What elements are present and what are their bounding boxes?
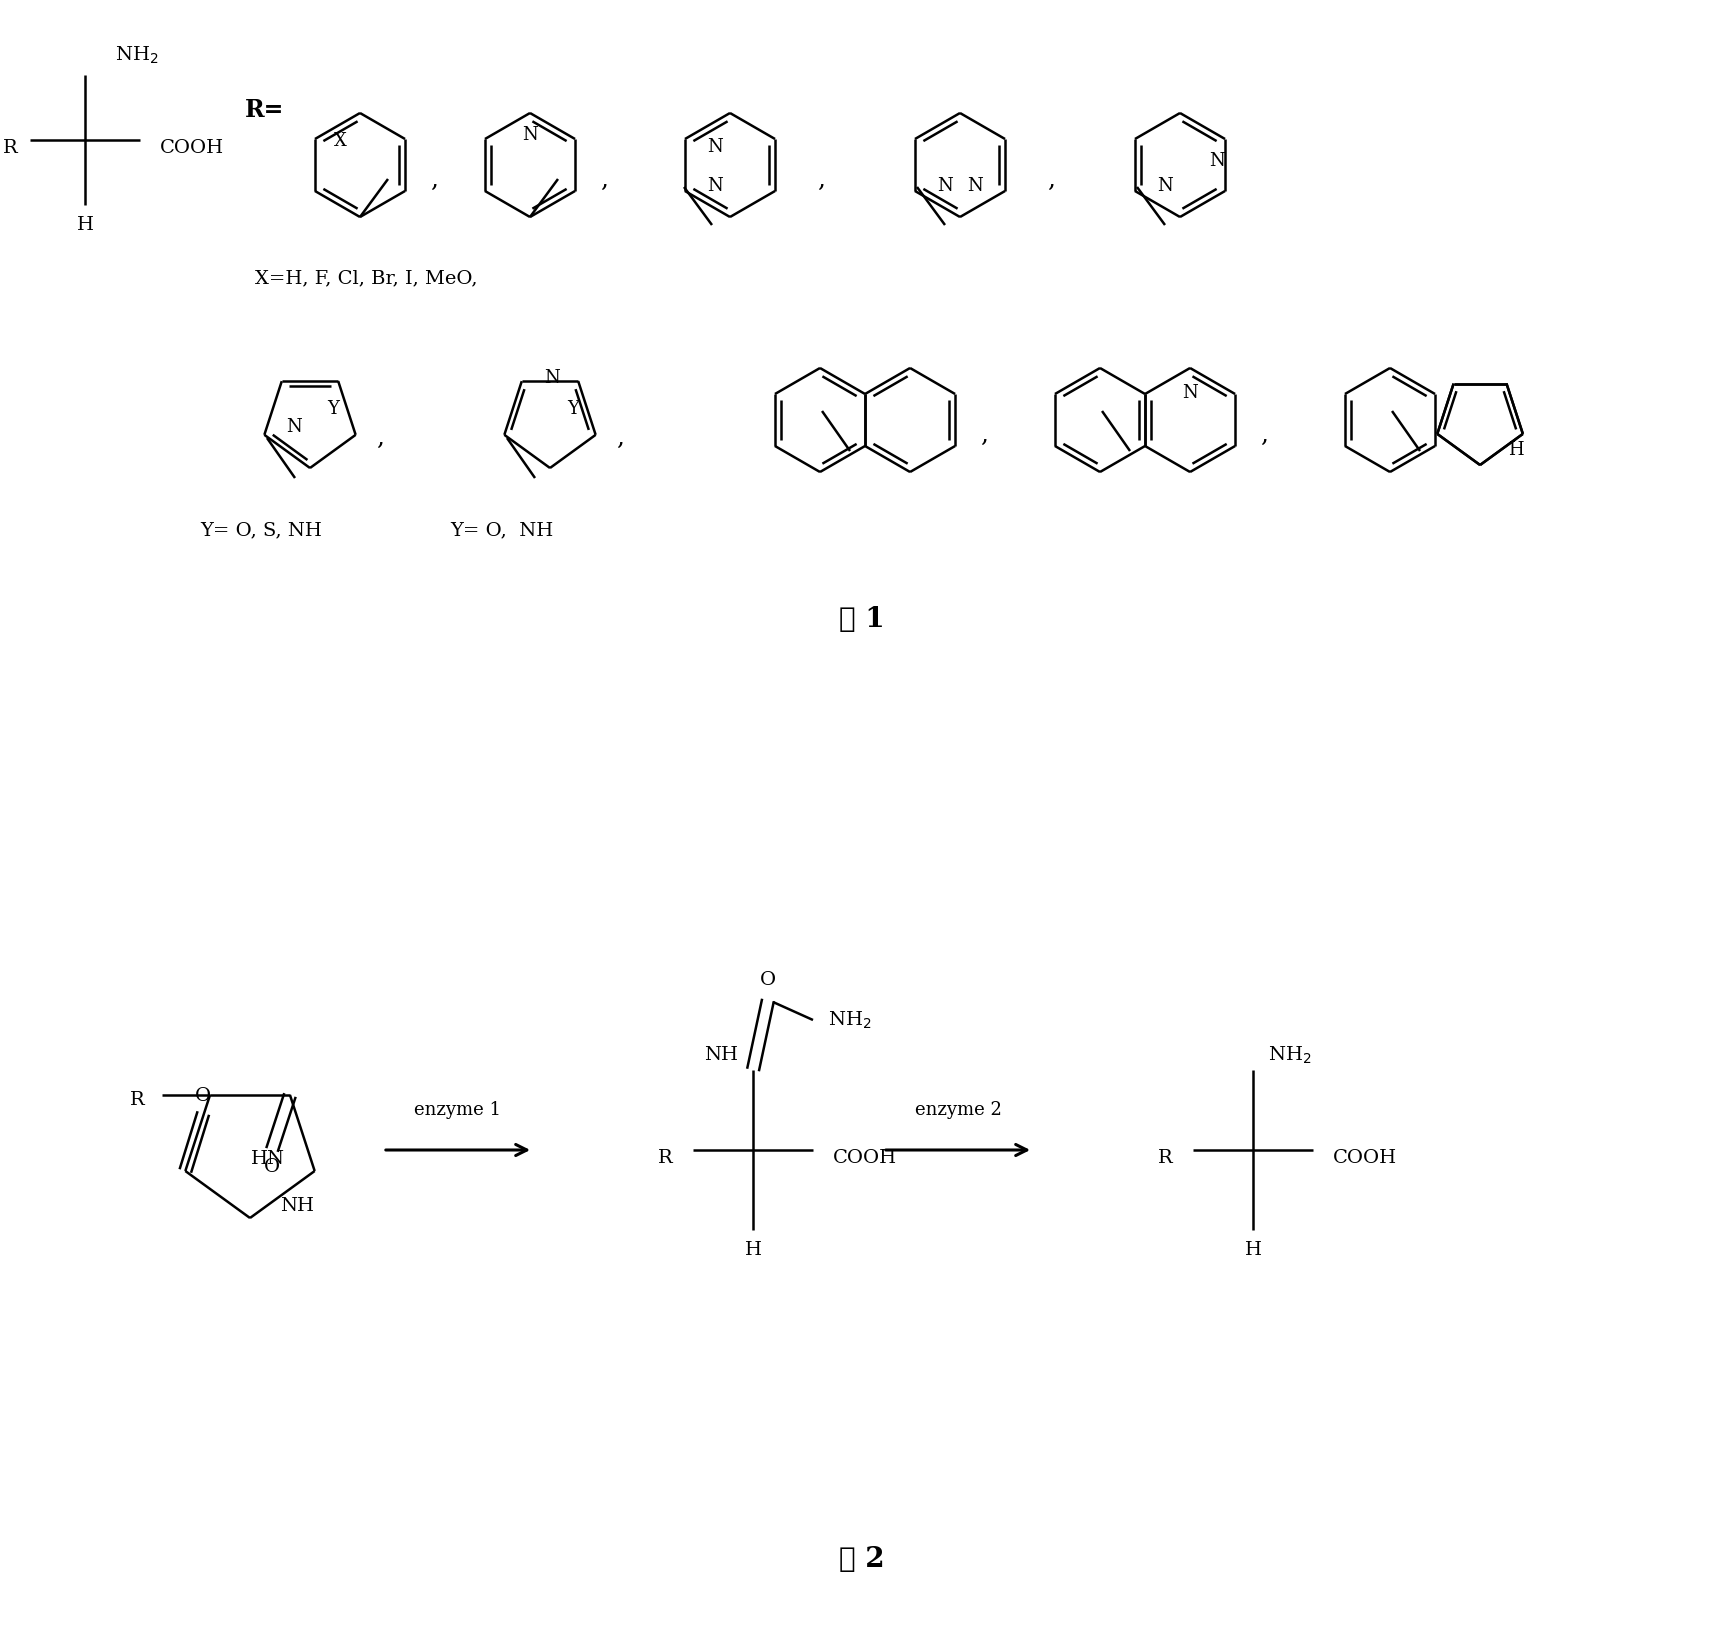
Text: R: R (1157, 1149, 1173, 1167)
Text: COOH: COOH (833, 1149, 897, 1167)
Text: R=: R= (245, 98, 285, 121)
Text: ,: , (616, 426, 624, 449)
Text: N: N (937, 177, 952, 195)
Text: Y= O,  NH: Y= O, NH (450, 521, 554, 539)
Text: R: R (131, 1092, 145, 1110)
Text: COOH: COOH (1333, 1149, 1397, 1167)
Text: ,: , (600, 169, 607, 192)
Text: O: O (761, 970, 776, 988)
Text: N: N (1157, 177, 1173, 195)
Text: 图 1: 图 1 (838, 606, 885, 634)
Text: R: R (3, 139, 17, 157)
Text: ,: , (1047, 169, 1056, 192)
Text: N: N (286, 418, 302, 436)
Text: COOH: COOH (160, 139, 224, 157)
Text: NH: NH (279, 1196, 314, 1214)
Text: N: N (968, 177, 983, 195)
Text: enzyme 1: enzyme 1 (414, 1101, 502, 1119)
Text: 图 2: 图 2 (838, 1547, 885, 1573)
Text: NH$_2$: NH$_2$ (116, 44, 159, 66)
Text: enzyme 2: enzyme 2 (914, 1101, 1002, 1119)
Text: ,: , (430, 169, 438, 192)
Text: Y= O, S, NH: Y= O, S, NH (200, 521, 323, 539)
Text: X=H, F, Cl, Br, I, MeO,: X=H, F, Cl, Br, I, MeO, (255, 269, 478, 287)
Text: NH: NH (704, 1046, 738, 1064)
Text: H: H (76, 216, 93, 234)
Text: H: H (1508, 441, 1523, 459)
Text: ,: , (818, 169, 825, 192)
Text: ,: , (980, 423, 988, 446)
Text: NH$_2$: NH$_2$ (1268, 1044, 1311, 1065)
Text: N: N (543, 369, 559, 387)
Text: NH$_2$: NH$_2$ (828, 1010, 871, 1031)
Text: X: X (333, 133, 347, 151)
Text: H: H (1244, 1241, 1261, 1259)
Text: N: N (1182, 384, 1197, 402)
Text: N: N (523, 126, 538, 144)
Text: Y: Y (328, 400, 340, 418)
Text: R: R (659, 1149, 673, 1167)
Text: H: H (745, 1241, 761, 1259)
Text: Y: Y (568, 400, 580, 418)
Text: N: N (1209, 152, 1225, 170)
Text: ,: , (1259, 423, 1268, 446)
Text: HN: HN (250, 1151, 285, 1169)
Text: O: O (195, 1087, 212, 1105)
Text: ,: , (376, 426, 385, 449)
Text: O: O (264, 1159, 279, 1177)
Text: N: N (707, 177, 723, 195)
Text: N: N (707, 138, 723, 156)
